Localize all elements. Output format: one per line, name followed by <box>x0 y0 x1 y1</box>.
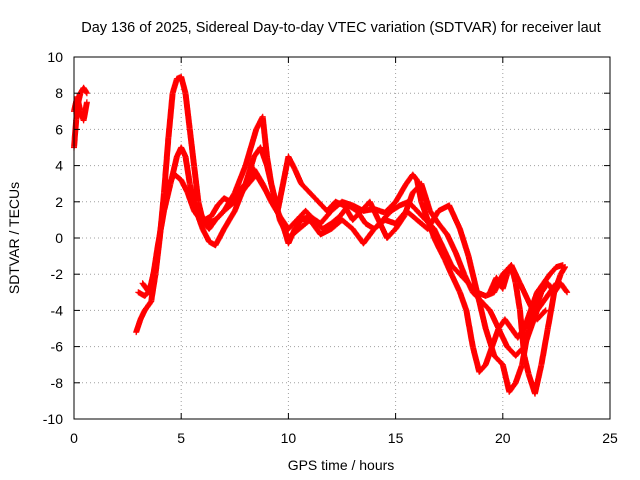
data-marks <box>71 73 571 397</box>
y-tick-label: -2 <box>51 266 64 282</box>
y-tick-label: 6 <box>55 121 63 137</box>
y-tick-label: -6 <box>51 339 64 355</box>
x-tick-label: 25 <box>602 430 618 446</box>
x-axis-ticks: 0 5 10 15 20 25 <box>70 57 618 446</box>
x-tick-label: 5 <box>177 430 185 446</box>
y-tick-label: -4 <box>51 302 64 318</box>
x-tick-label: 15 <box>388 430 404 446</box>
series-track-e <box>139 153 560 359</box>
data-trace <box>140 154 559 358</box>
x-axis-label: GPS time / hours <box>288 457 395 473</box>
y-tick-label: 2 <box>55 194 63 210</box>
x-tick-label: 0 <box>70 430 78 446</box>
x-tick-label: 20 <box>495 430 511 446</box>
data-trace <box>487 263 568 396</box>
y-tick-label: -10 <box>43 411 63 427</box>
chart-title: Day 136 of 2025, Sidereal Day-to-day VTE… <box>81 20 601 36</box>
y-tick-label: 4 <box>55 158 63 174</box>
y-axis-label: SDTVAR / TECUs <box>6 182 22 294</box>
y-tick-label: -8 <box>51 375 64 391</box>
y-tick-label: 10 <box>47 49 63 65</box>
series-track-f <box>188 166 549 323</box>
grid-lines <box>74 57 610 419</box>
y-tick-label: 8 <box>55 85 63 101</box>
series-track-g <box>486 262 568 397</box>
y-tick-label: 0 <box>55 230 63 246</box>
x-tick-label: 10 <box>281 430 297 446</box>
y-axis-ticks: -10 -8 -6 -4 -2 0 2 4 6 8 10 <box>43 49 610 427</box>
